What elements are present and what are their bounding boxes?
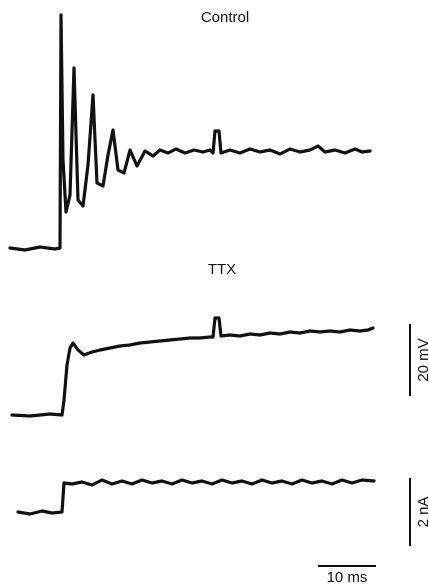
ttx-voltage-trace — [10, 316, 375, 418]
current-scale-label: 2 nA — [415, 497, 429, 528]
voltage-scale-label: 20 mV — [415, 338, 429, 381]
panel-label: Control — [201, 9, 249, 26]
control-voltage-trace — [8, 13, 372, 252]
panel-label: TTX — [208, 261, 236, 278]
current-trace — [16, 478, 376, 516]
time-scale-label: 10 ms — [327, 569, 368, 586]
